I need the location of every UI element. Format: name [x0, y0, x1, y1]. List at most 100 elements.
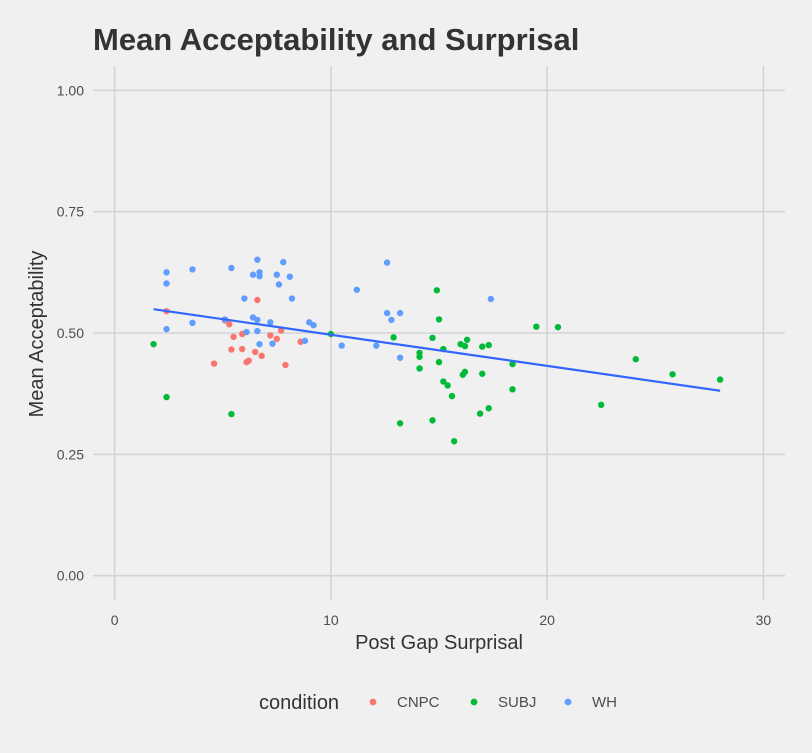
y-axis-ticks: 0.00 0.25 0.50 0.75 1.00	[57, 82, 84, 583]
data-point-wh	[288, 295, 296, 302]
data-point-subj	[461, 342, 469, 350]
data-point-subj	[435, 316, 443, 323]
x-axis-ticks: 0 10 20 30	[111, 612, 772, 628]
data-point-wh	[396, 309, 404, 317]
data-point-cnpc	[258, 352, 265, 360]
data-point-subj	[163, 393, 170, 401]
data-point-wh	[487, 295, 495, 303]
x-tick-label: 10	[323, 612, 339, 628]
data-point-subj	[396, 420, 404, 427]
data-point-cnpc	[254, 296, 261, 304]
data-point-subj	[448, 392, 456, 400]
data-point-cnpc	[277, 327, 285, 334]
legend-items: CNPC SUBJ WH	[369, 694, 617, 711]
data-point-subj	[463, 336, 471, 343]
data-point-wh	[338, 342, 345, 349]
y-tick-label: 0.00	[57, 568, 84, 584]
data-point-subj	[390, 334, 397, 341]
data-point-wh	[273, 271, 281, 278]
data-point-wh	[163, 269, 170, 276]
data-point-cnpc	[251, 348, 259, 356]
legend-key-wh	[564, 698, 572, 706]
legend-key-subj	[470, 698, 478, 706]
grid-lines	[93, 66, 785, 600]
data-point-subj	[485, 341, 492, 349]
data-point-cnpc	[239, 345, 246, 353]
data-point-subj	[479, 370, 486, 377]
y-tick-label: 0.50	[57, 325, 84, 341]
y-tick-label: 0.25	[57, 446, 84, 462]
data-point-wh	[388, 316, 395, 324]
data-point-subj	[429, 334, 436, 342]
y-tick-label: 0.75	[57, 204, 84, 220]
data-point-subj	[632, 356, 639, 363]
data-point-subj	[669, 371, 676, 378]
data-point-wh	[310, 322, 317, 329]
data-point-wh	[269, 340, 276, 347]
data-point-wh	[396, 354, 404, 361]
data-point-wh	[353, 286, 361, 293]
legend-key-cnpc	[369, 698, 377, 706]
legend: condition CNPC SUBJ WH	[259, 692, 617, 714]
data-point-subj	[433, 287, 441, 294]
legend-label-subj: SUBJ	[498, 694, 536, 711]
data-point-cnpc	[226, 321, 233, 328]
data-point-subj	[150, 340, 157, 348]
data-point-subj	[554, 323, 562, 331]
data-point-wh	[241, 295, 248, 302]
data-point-subj	[444, 382, 451, 389]
data-point-wh	[243, 328, 250, 336]
data-point-cnpc	[228, 346, 235, 353]
data-point-cnpc	[230, 333, 237, 341]
x-tick-label: 0	[111, 612, 119, 628]
data-point-subj	[429, 417, 436, 424]
data-point-subj	[450, 438, 458, 445]
data-point-cnpc	[245, 357, 252, 364]
legend-label-wh: WH	[592, 694, 617, 711]
data-point-cnpc	[267, 332, 274, 339]
data-point-subj	[440, 378, 447, 385]
data-point-wh	[249, 271, 257, 278]
data-point-subj	[533, 323, 540, 330]
data-point-subj	[476, 410, 484, 417]
data-point-wh	[228, 264, 235, 272]
data-point-subj	[597, 401, 605, 409]
data-point-cnpc	[273, 335, 281, 343]
data-point-wh	[163, 325, 170, 333]
data-point-wh	[256, 273, 263, 280]
trend-line	[153, 308, 721, 392]
data-point-wh	[383, 309, 391, 317]
x-axis-title: Post Gap Surprisal	[355, 632, 523, 654]
data-point-wh	[254, 316, 261, 324]
data-point-cnpc	[282, 361, 289, 369]
data-point-subj	[509, 386, 516, 393]
data-point-wh	[275, 281, 283, 288]
data-point-wh	[286, 273, 293, 280]
data-point-wh	[189, 266, 196, 273]
data-point-wh	[254, 327, 261, 335]
data-point-wh	[301, 337, 309, 344]
data-point-subj	[228, 410, 235, 418]
data-point-wh	[254, 256, 261, 263]
x-tick-label: 20	[539, 612, 555, 628]
data-point-wh	[163, 280, 170, 287]
y-axis-title: Mean Acceptability	[26, 251, 48, 418]
chart-title: Mean Acceptability and Surprisal	[93, 22, 579, 57]
data-point-cnpc	[210, 360, 218, 367]
data-point-subj	[435, 358, 443, 366]
data-point-wh	[383, 259, 391, 266]
legend-title: condition	[259, 692, 339, 714]
legend-label-cnpc: CNPC	[397, 694, 440, 711]
data-point-subj	[509, 360, 516, 368]
x-tick-label: 30	[756, 612, 772, 628]
data-point-wh	[280, 258, 287, 266]
data-point-wh	[256, 340, 263, 348]
data-point-subj	[416, 349, 423, 357]
data-point-wh	[373, 342, 380, 349]
trend-line-group	[153, 308, 721, 392]
data-point-subj	[485, 405, 492, 412]
data-point-subj	[716, 376, 724, 383]
data-point-wh	[189, 319, 196, 327]
data-point-wh	[267, 319, 274, 326]
